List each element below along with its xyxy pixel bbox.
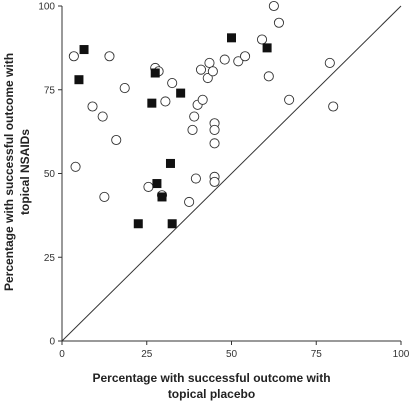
filled-square-point xyxy=(152,179,162,189)
x-tick-label: 25 xyxy=(141,349,153,360)
open-circle-point xyxy=(111,134,122,146)
x-tick-label: 100 xyxy=(393,349,409,360)
y-tick-label: 0 xyxy=(49,337,55,348)
open-circle-point xyxy=(99,191,110,202)
filled-square-point xyxy=(262,43,272,53)
filled-square-point xyxy=(133,219,143,229)
open-circle-point xyxy=(284,94,295,105)
points-layer xyxy=(68,0,339,229)
open-circle-point xyxy=(268,0,279,12)
filled-square-point xyxy=(147,98,157,108)
open-circle-point xyxy=(209,124,220,135)
open-circle-point xyxy=(87,101,98,112)
open-circle-point xyxy=(209,138,220,149)
y-tick-label: 75 xyxy=(44,85,56,96)
x-tick-label: 50 xyxy=(226,349,238,360)
open-circle-point xyxy=(190,173,201,184)
reference-line xyxy=(61,5,402,342)
filled-square-point xyxy=(74,75,84,85)
filled-square-point xyxy=(150,68,160,78)
filled-square-point xyxy=(176,88,186,98)
open-circle-point xyxy=(189,111,200,122)
open-circle-point xyxy=(119,83,130,94)
y-tick-label: 100 xyxy=(38,2,55,13)
x-tick-label: 0 xyxy=(59,349,65,360)
open-circle-point xyxy=(68,51,79,62)
filled-square-point xyxy=(227,33,236,43)
open-circle-point xyxy=(219,54,230,65)
open-circle-point xyxy=(160,96,171,107)
open-circle-point xyxy=(204,57,215,69)
filled-square-point xyxy=(157,192,167,202)
open-circle-point xyxy=(240,51,251,62)
x-axis-title-line-1: Percentage with successful outcome with xyxy=(92,371,330,385)
filled-square-point xyxy=(165,158,175,168)
open-circle-point xyxy=(263,71,274,82)
open-circle-point xyxy=(202,72,213,84)
open-circle-point xyxy=(197,94,208,105)
open-circle-point xyxy=(256,34,268,45)
y-axis-title-line-2: topical NSAIDs xyxy=(18,129,32,215)
y-axis-title-line-1: Percentage with successful outcome with xyxy=(2,53,16,291)
y-tick-label: 25 xyxy=(44,253,56,264)
open-circle-point xyxy=(97,111,108,122)
x-tick-label: 75 xyxy=(311,349,323,360)
x-ticks: 0 25 50 75 100 xyxy=(59,341,409,360)
open-circle-point xyxy=(184,196,195,208)
open-circle-point xyxy=(324,57,335,69)
open-circle-point xyxy=(195,64,207,75)
y-ticks: 0 25 50 75 100 xyxy=(38,2,62,348)
open-circle-point xyxy=(104,51,115,62)
y-tick-label: 50 xyxy=(44,169,56,180)
open-circle-point xyxy=(167,78,178,89)
open-circle-point xyxy=(187,124,198,135)
open-circle-point xyxy=(70,161,81,172)
open-circle-point xyxy=(143,181,154,192)
filled-square-point xyxy=(167,219,177,229)
open-circle-point xyxy=(207,66,218,77)
filled-square-point xyxy=(79,45,89,55)
open-circle-point xyxy=(328,101,339,112)
open-circle-point xyxy=(273,17,285,28)
open-circle-point xyxy=(209,176,220,187)
open-circle-point xyxy=(233,56,244,67)
x-axis-title-line-2: topical placebo xyxy=(168,387,255,401)
